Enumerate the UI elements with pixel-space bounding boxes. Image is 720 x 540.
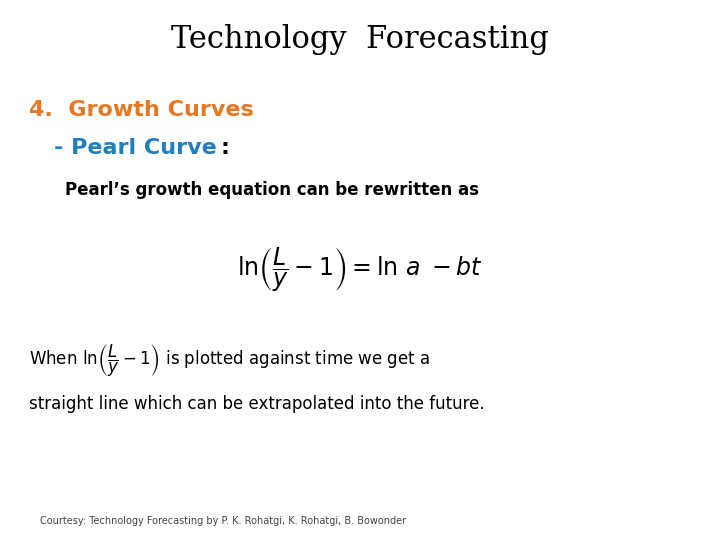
Text: Technology  Forecasting: Technology Forecasting [171,24,549,55]
Text: 4.  Growth Curves: 4. Growth Curves [29,100,253,120]
Text: Courtesy: Technology Forecasting by P. K. Rohatgi, K. Rohatgi, B. Bowonder: Courtesy: Technology Forecasting by P. K… [40,516,406,526]
Text: - Pearl Curve: - Pearl Curve [54,138,217,158]
Text: :: : [220,138,229,158]
Text: straight line which can be extrapolated into the future.: straight line which can be extrapolated … [29,395,485,413]
Text: When $\ln\!\left(\dfrac{L}{y}-1\right)$ is plotted against time we get a: When $\ln\!\left(\dfrac{L}{y}-1\right)$ … [29,343,430,379]
Text: Pearl’s growth equation can be rewritten as: Pearl’s growth equation can be rewritten… [65,181,479,199]
Text: $\ln\!\left(\dfrac{L}{y}-1\right) = \ln\, a\; - bt$: $\ln\!\left(\dfrac{L}{y}-1\right) = \ln\… [238,246,482,294]
